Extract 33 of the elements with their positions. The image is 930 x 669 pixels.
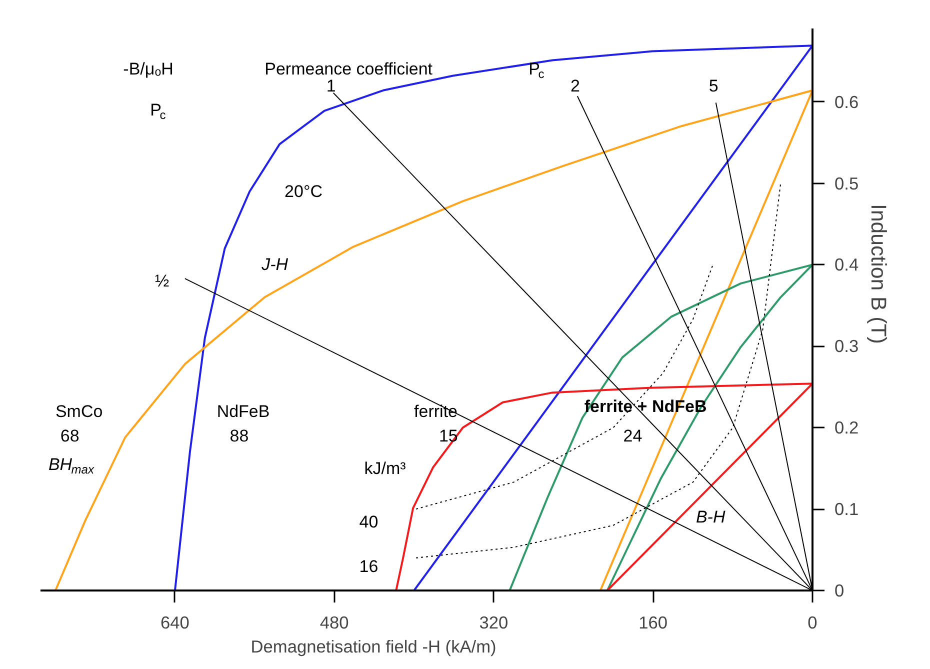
annotation: 20°C	[284, 182, 323, 201]
annotation: 15	[438, 426, 458, 446]
annotation: 1	[326, 76, 336, 96]
y-tick-label: 0.6	[834, 92, 859, 112]
y-tick-label: 0.3	[834, 336, 859, 356]
annotation: ½	[155, 271, 170, 290]
annotation: 68	[60, 426, 80, 446]
y-tick-label: 0.4	[834, 254, 859, 275]
annotation: SmCo	[55, 402, 103, 421]
annotation: NdFeB	[216, 402, 270, 421]
x-tick-label: 160	[638, 612, 668, 632]
y-tick-label: 0.1	[834, 499, 859, 520]
x-tick-label: 640	[160, 612, 190, 632]
annotation: 5	[708, 76, 718, 96]
annotation: 2	[570, 76, 580, 96]
x-axis-title: Demagnetisation field -H (kA/m)	[250, 636, 496, 656]
x-tick-label: 320	[479, 612, 508, 632]
annotation: kJ/m³	[364, 458, 406, 478]
y-tick-label: 0.5	[834, 173, 859, 194]
y-tick-label: 0	[834, 580, 844, 600]
annotation: 16	[359, 557, 378, 576]
annotation: -B/μₒH	[123, 60, 174, 79]
annotation: 40	[359, 512, 378, 532]
x-tick-label: 0	[808, 612, 818, 632]
y-tick-label: 0.2	[834, 418, 859, 438]
annotation: J-H	[260, 255, 289, 274]
annotation: B-H	[696, 508, 726, 527]
annotation: 24	[623, 426, 642, 446]
x-tick-label: 480	[320, 612, 349, 632]
annotation: ferrite	[414, 402, 458, 421]
annotation: Permeance coefficient	[264, 60, 433, 79]
annotation: 88	[230, 426, 249, 446]
y-axis-title: Induction B (T)	[866, 204, 891, 344]
